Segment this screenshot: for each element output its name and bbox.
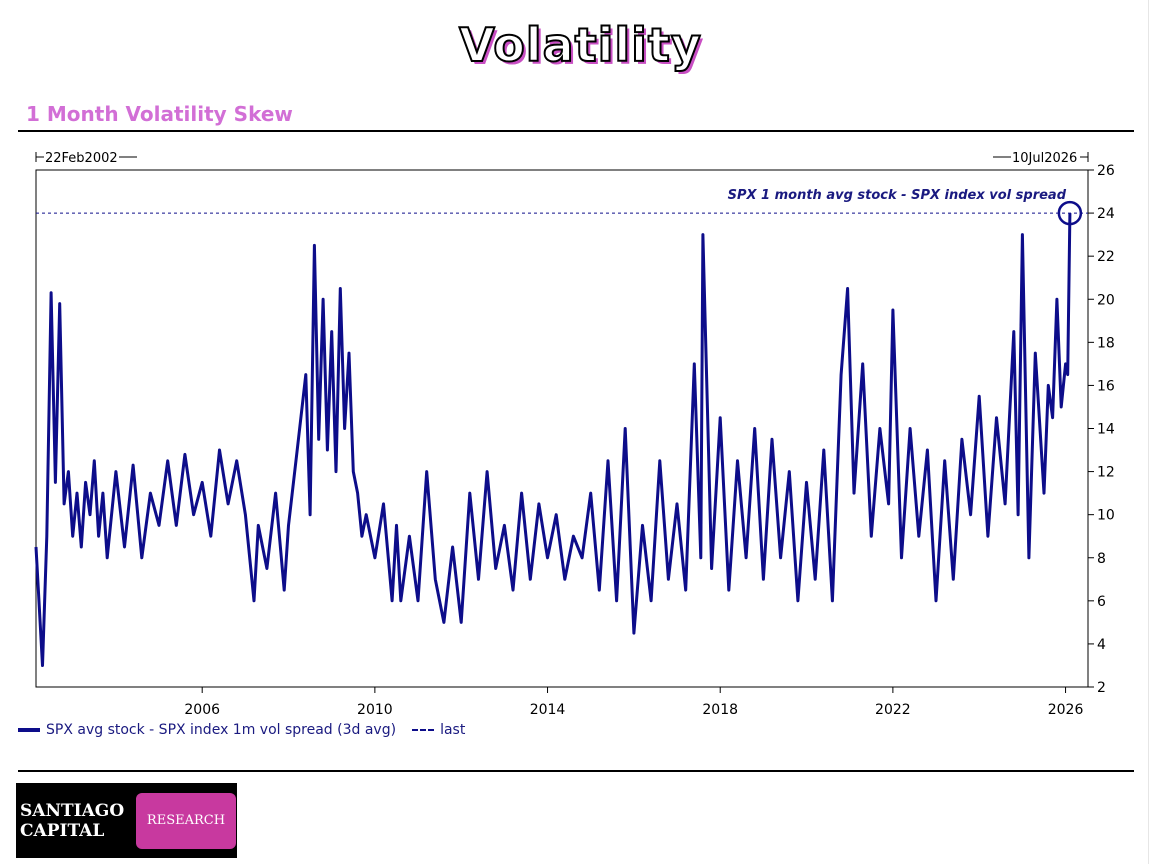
- x-tick-label: 2018: [702, 702, 738, 718]
- y-tick-label: 2: [1097, 680, 1106, 696]
- start-date-label: 22Feb2002: [45, 151, 118, 166]
- legend-last-swatch: [412, 729, 435, 731]
- x-tick-label: 2010: [357, 702, 393, 718]
- y-tick-label: 8: [1097, 551, 1106, 567]
- last-value-highlight-circle: [1057, 200, 1083, 226]
- y-tick-label: 24: [1097, 206, 1115, 222]
- page-edge: [1148, 0, 1149, 864]
- santiago-capital-logo: SANTIAGO CAPITAL RESEARCH: [16, 783, 237, 858]
- x-tick-label: 2006: [184, 702, 220, 718]
- section-title: 1 Month Volatility Skew: [26, 102, 293, 126]
- y-tick-label: 16: [1097, 378, 1115, 394]
- legend-series-swatch: [18, 728, 40, 732]
- x-tick-label: 2022: [875, 702, 911, 718]
- y-tick-label: 10: [1097, 508, 1115, 524]
- y-tick-label: 6: [1097, 594, 1106, 610]
- logo-wordmark: SANTIAGO CAPITAL: [20, 800, 125, 841]
- x-tick-label: 2014: [530, 702, 566, 718]
- header-divider: [18, 130, 1134, 132]
- y-tick-label: 18: [1097, 335, 1115, 351]
- y-tick-label: 20: [1097, 292, 1115, 308]
- legend-series-label: SPX avg stock - SPX index 1m vol spread …: [46, 722, 397, 738]
- legend-last-label: last: [440, 722, 466, 738]
- chart-legend: SPX avg stock - SPX index 1m vol spread …: [18, 720, 465, 740]
- x-tick-label: 2026: [1048, 702, 1084, 718]
- logo-research-badge: RESEARCH: [136, 792, 236, 849]
- y-tick-label: 14: [1097, 422, 1115, 438]
- volatility-skew-chart: 2006 2010 2014 2018 2022 2026 246810121416182…: [34, 151, 1115, 718]
- y-tick-label: 12: [1097, 465, 1115, 481]
- y-tick-label: 4: [1097, 637, 1106, 653]
- page-title: Volatility: [458, 17, 702, 73]
- end-date-label: 10Jul2026: [1012, 151, 1077, 166]
- y-tick-label: 26: [1097, 163, 1115, 179]
- series-line: [34, 213, 1072, 667]
- plot-frame: [35, 169, 1089, 688]
- chart-annotation: SPX 1 month avg stock - SPX index vol sp…: [728, 188, 1067, 203]
- footer-divider: [18, 770, 1134, 772]
- x-axis: 2006 2010 2014 2018 2022 2026: [184, 687, 1083, 718]
- y-tick-label: 22: [1097, 249, 1115, 265]
